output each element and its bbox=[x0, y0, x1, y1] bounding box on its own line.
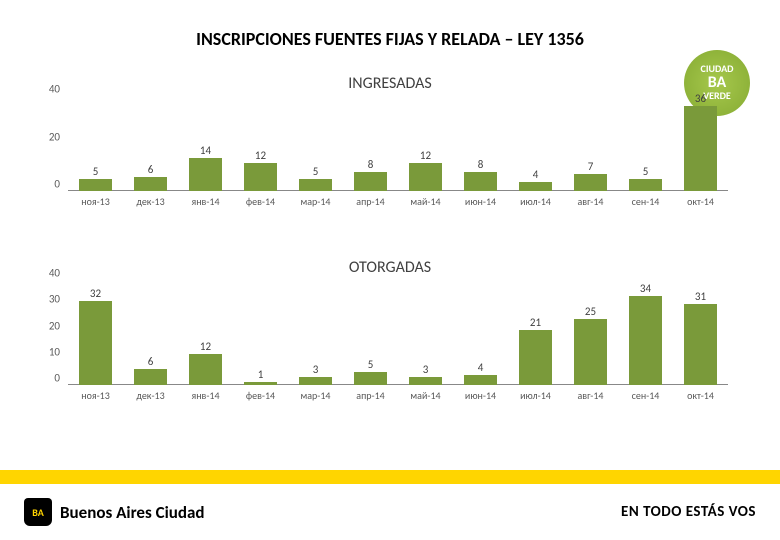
x-tick-label: мар-14 bbox=[300, 195, 330, 208]
bar-value-label: 6 bbox=[148, 355, 154, 368]
footer-lower: BA Buenos Aires Ciudad EN TODO ESTÁS VOS bbox=[0, 484, 780, 540]
bar: 8 bbox=[354, 172, 387, 191]
bar-value-label: 5 bbox=[93, 165, 99, 178]
bar: 3 bbox=[409, 377, 442, 385]
x-tick-label: июл-14 bbox=[520, 389, 551, 402]
bar-value-label: 8 bbox=[368, 158, 374, 171]
bar-value-label: 12 bbox=[255, 149, 266, 162]
bar: 31 bbox=[684, 304, 717, 385]
x-tick-label: апр-14 bbox=[356, 195, 384, 208]
x-tick-label: окт-14 bbox=[687, 195, 714, 208]
x-tick-label: июн-14 bbox=[465, 389, 496, 402]
footer-accent-bar bbox=[0, 470, 780, 484]
bar: 5 bbox=[299, 179, 332, 191]
bar-value-label: 32 bbox=[90, 287, 101, 300]
y-tick: 30 bbox=[49, 293, 60, 306]
bar-value-label: 3 bbox=[313, 363, 319, 376]
chart-ingresadas: INGRESADAS 0 20 40 5 6 14 12 5 8 12 8 4 7 5 36 ноя-13 де… bbox=[40, 74, 740, 234]
x-tick-label: апр-14 bbox=[356, 389, 384, 402]
y-tick: 10 bbox=[49, 345, 60, 358]
bar: 3 bbox=[299, 377, 332, 385]
plot-area: 5 6 14 12 5 8 12 8 4 7 5 36 bbox=[68, 96, 728, 191]
bar-value-label: 5 bbox=[368, 358, 374, 371]
bar: 5 bbox=[629, 179, 662, 191]
bar-value-label: 4 bbox=[478, 361, 484, 374]
x-tick-label: июн-14 bbox=[465, 195, 496, 208]
y-tick: 20 bbox=[49, 319, 60, 332]
bar-value-label: 4 bbox=[533, 168, 539, 181]
y-tick: 40 bbox=[49, 267, 60, 280]
bar-value-label: 34 bbox=[640, 282, 651, 295]
x-tick-label: дек-13 bbox=[136, 389, 164, 402]
bar-value-label: 25 bbox=[585, 305, 596, 318]
bar: 12 bbox=[409, 163, 442, 192]
x-tick-label: янв-14 bbox=[191, 389, 219, 402]
bar: 1 bbox=[244, 382, 277, 385]
x-tick-label: ноя-13 bbox=[81, 389, 110, 402]
bar: 4 bbox=[464, 375, 497, 386]
bar-value-label: 5 bbox=[643, 165, 649, 178]
x-tick-label: сен-14 bbox=[632, 389, 660, 402]
x-tick-label: окт-14 bbox=[687, 389, 714, 402]
bar-value-label: 31 bbox=[695, 290, 706, 303]
bar: 5 bbox=[79, 179, 112, 191]
x-tick-label: янв-14 bbox=[191, 195, 219, 208]
bar: 36 bbox=[684, 106, 717, 192]
plot-area: 326121353421253431 bbox=[68, 280, 728, 385]
chart-otorgadas-title: OTORGADAS bbox=[40, 258, 740, 277]
x-tick-label: мар-14 bbox=[300, 389, 330, 402]
bar: 12 bbox=[189, 354, 222, 386]
bar-value-label: 36 bbox=[695, 92, 706, 105]
bar-value-label: 21 bbox=[530, 316, 541, 329]
bar-value-label: 6 bbox=[148, 163, 154, 176]
x-axis-labels: ноя-13 дек-13 янв-14 фев-14 мар-14 апр-14 май-… bbox=[68, 389, 728, 403]
x-tick-label: авг-14 bbox=[578, 195, 604, 208]
bar-value-label: 3 bbox=[423, 363, 429, 376]
footer-slogan: EN TODO ESTÁS VOS bbox=[621, 503, 756, 521]
x-tick-label: авг-14 bbox=[578, 389, 604, 402]
bar: 8 bbox=[464, 172, 497, 191]
bar: 25 bbox=[574, 319, 607, 385]
bar-value-label: 12 bbox=[200, 340, 211, 353]
x-tick-label: фев-14 bbox=[246, 195, 275, 208]
y-axis: 010203040 bbox=[40, 280, 64, 385]
bar: 6 bbox=[134, 369, 167, 385]
bar: 34 bbox=[629, 296, 662, 385]
bar-value-label: 14 bbox=[200, 144, 211, 157]
x-tick-label: дек-13 bbox=[136, 195, 164, 208]
bar: 6 bbox=[134, 177, 167, 191]
bar-value-label: 7 bbox=[588, 160, 594, 173]
x-axis-labels: ноя-13 дек-13 янв-14 фев-14 мар-14 апр-14 май-… bbox=[68, 195, 728, 209]
y-tick: 40 bbox=[49, 83, 60, 96]
x-tick-label: май-14 bbox=[410, 389, 440, 402]
bar: 4 bbox=[519, 182, 552, 192]
bar: 7 bbox=[574, 174, 607, 191]
bar-value-label: 5 bbox=[313, 165, 319, 178]
chart-ingresadas-title: INGRESADAS bbox=[40, 74, 740, 93]
bar: 21 bbox=[519, 330, 552, 385]
footer-left: BA Buenos Aires Ciudad bbox=[24, 498, 205, 526]
bar-value-label: 12 bbox=[420, 149, 431, 162]
ba-shield-icon: BA bbox=[24, 498, 52, 526]
chart-otorgadas: OTORGADAS 010203040326121353421253431ноя… bbox=[40, 258, 740, 430]
y-tick: 0 bbox=[54, 178, 60, 191]
y-tick: 20 bbox=[49, 130, 60, 143]
bar: 14 bbox=[189, 158, 222, 191]
x-tick-label: ноя-13 bbox=[81, 195, 110, 208]
x-tick-label: май-14 bbox=[410, 195, 440, 208]
page-title: INSCRIPCIONES FUENTES FIJAS Y RELADA – L… bbox=[0, 0, 780, 50]
footer: BA Buenos Aires Ciudad EN TODO ESTÁS VOS bbox=[0, 470, 780, 540]
bar: 32 bbox=[79, 301, 112, 385]
bar: 12 bbox=[244, 163, 277, 192]
x-tick-label: июл-14 bbox=[520, 195, 551, 208]
footer-city-label: Buenos Aires Ciudad bbox=[60, 502, 205, 523]
y-tick: 0 bbox=[54, 372, 60, 385]
x-tick-label: фев-14 bbox=[246, 389, 275, 402]
y-axis: 02040 bbox=[40, 96, 64, 191]
bar-value-label: 8 bbox=[478, 158, 484, 171]
bar: 5 bbox=[354, 372, 387, 385]
x-tick-label: сен-14 bbox=[632, 195, 660, 208]
bar-value-label: 1 bbox=[258, 368, 264, 381]
